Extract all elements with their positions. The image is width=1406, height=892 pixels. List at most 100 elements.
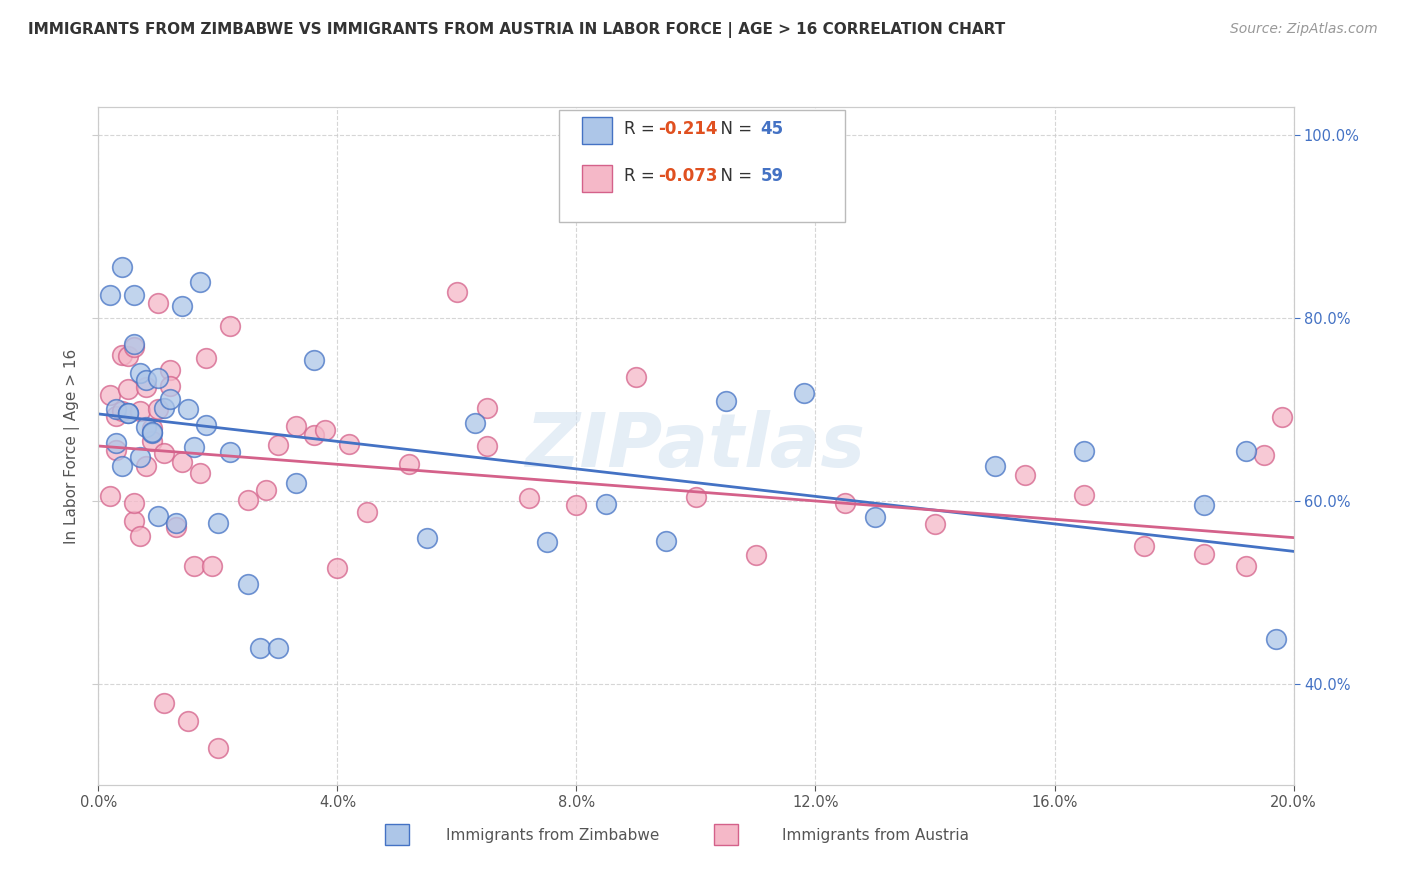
Point (356, 505, 378, 519)
Point (446, 285, 468, 299)
Point (595, 497, 617, 511)
Point (129, 366, 152, 380)
Point (135, 459, 157, 474)
Point (105, 436, 128, 450)
Point (177, 402, 200, 417)
Point (793, 386, 815, 401)
Point (1073, 443, 1095, 458)
Point (124, 288, 146, 302)
FancyBboxPatch shape (385, 824, 409, 845)
Text: ZIPatlas: ZIPatlas (526, 409, 866, 483)
Point (236, 576, 259, 591)
Point (172, 299, 194, 313)
Point (302, 353, 325, 368)
Point (165, 516, 187, 531)
Point (236, 493, 259, 508)
Point (1234, 558, 1257, 573)
Text: R =: R = (624, 120, 661, 137)
Point (326, 561, 349, 575)
Point (201, 558, 224, 573)
Point (98, 388, 122, 402)
Point (464, 416, 486, 430)
Point (135, 373, 157, 387)
Point (159, 379, 181, 393)
Point (834, 496, 856, 510)
Point (165, 519, 187, 533)
Point (1253, 448, 1275, 462)
Point (177, 714, 200, 728)
Point (153, 446, 176, 460)
FancyBboxPatch shape (714, 824, 738, 845)
Point (129, 403, 152, 417)
Point (135, 380, 157, 394)
Point (188, 275, 211, 289)
Point (302, 428, 325, 442)
Point (148, 295, 170, 310)
Point (135, 419, 157, 434)
FancyBboxPatch shape (582, 165, 613, 192)
Text: IMMIGRANTS FROM ZIMBABWE VS IMMIGRANTS FROM AUSTRIA IN LABOR FORCE | AGE > 16 CO: IMMIGRANTS FROM ZIMBABWE VS IMMIGRANTS F… (28, 22, 1005, 38)
Point (1234, 443, 1257, 458)
Text: -0.214: -0.214 (658, 120, 717, 137)
Point (315, 423, 337, 437)
Point (172, 455, 194, 469)
Point (565, 498, 588, 512)
Point (1192, 547, 1215, 561)
Point (141, 421, 163, 435)
Point (475, 439, 498, 453)
Point (188, 466, 211, 480)
Point (655, 533, 678, 548)
Point (111, 404, 134, 418)
Point (254, 483, 277, 497)
Text: Immigrants from Austria: Immigrants from Austria (782, 829, 969, 843)
Point (219, 445, 242, 459)
FancyBboxPatch shape (582, 117, 613, 145)
Point (1192, 498, 1215, 512)
Text: Immigrants from Zimbabwe: Immigrants from Zimbabwe (446, 829, 659, 843)
Point (1271, 409, 1294, 424)
Point (129, 529, 152, 543)
Point (536, 535, 558, 549)
Point (141, 434, 163, 449)
Point (183, 440, 205, 454)
Point (626, 370, 648, 384)
Point (98, 287, 122, 301)
Point (339, 437, 361, 451)
Point (148, 371, 170, 385)
Point (267, 438, 290, 452)
Point (284, 476, 307, 491)
FancyBboxPatch shape (558, 111, 845, 222)
Point (685, 490, 707, 504)
Point (98, 489, 122, 503)
Point (1073, 487, 1095, 501)
Point (148, 509, 170, 524)
Point (475, 401, 498, 415)
Point (153, 401, 176, 416)
Point (105, 402, 128, 417)
Point (517, 491, 540, 505)
Text: Source: ZipAtlas.com: Source: ZipAtlas.com (1230, 22, 1378, 37)
Point (207, 516, 229, 530)
Point (111, 459, 134, 474)
Text: 45: 45 (761, 120, 783, 137)
Point (124, 340, 146, 354)
Point (924, 516, 946, 531)
Text: R =: R = (624, 167, 661, 186)
Point (183, 558, 205, 573)
Point (117, 406, 139, 420)
Point (207, 741, 229, 756)
Point (984, 459, 1007, 474)
Point (398, 457, 420, 471)
Point (111, 348, 134, 362)
Point (124, 336, 146, 351)
Point (124, 514, 146, 528)
Y-axis label: In Labor Force | Age > 16: In Labor Force | Age > 16 (63, 349, 80, 543)
Point (865, 509, 887, 524)
Text: 59: 59 (761, 167, 783, 186)
Point (141, 426, 163, 441)
Point (195, 417, 218, 432)
Point (1264, 632, 1286, 646)
Point (249, 640, 271, 655)
Point (105, 443, 128, 458)
Point (129, 450, 152, 464)
